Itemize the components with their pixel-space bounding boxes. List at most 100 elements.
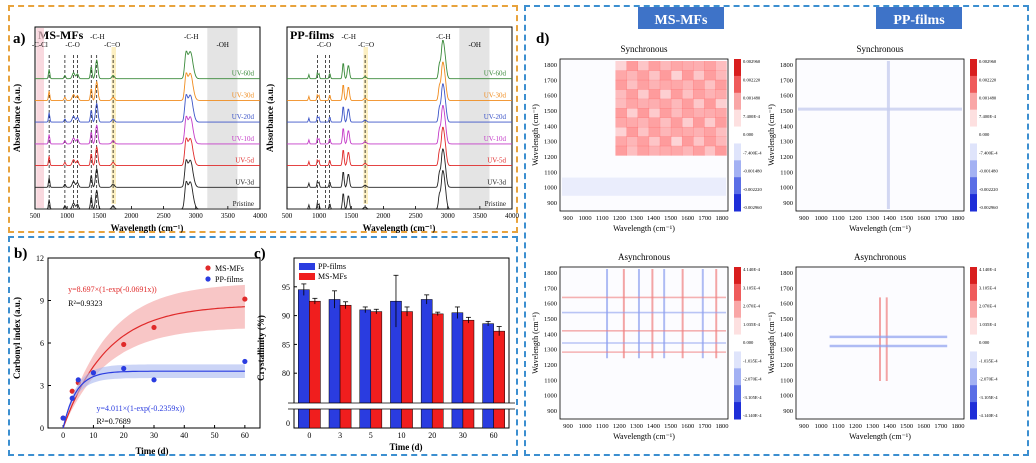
map-cell bbox=[704, 117, 716, 128]
band-label-2: -C=O bbox=[358, 41, 374, 49]
colorbar-label: 7.400E-4 bbox=[979, 114, 997, 119]
x-tick-label-6: 3500 bbox=[473, 212, 488, 220]
map-xlabel: Wavelength (cm⁻¹) bbox=[613, 432, 675, 441]
legend-label-1: PP-films bbox=[215, 275, 243, 284]
colorbar-segment bbox=[970, 317, 977, 336]
y-tick-label: 1600 bbox=[780, 93, 793, 100]
colorbar-segment bbox=[734, 177, 741, 195]
y-tick-label-2: 6 bbox=[40, 339, 44, 348]
spectrum-label-0: UV-60d bbox=[232, 70, 255, 78]
x-tick-label-6: 3500 bbox=[221, 212, 236, 220]
map-title: Asynchronous bbox=[618, 252, 670, 262]
x-tick-label: 1500 bbox=[664, 215, 677, 222]
map-cell bbox=[615, 98, 627, 109]
x-tick-label-2: 5 bbox=[369, 431, 373, 440]
panel-c-label: c) bbox=[254, 246, 266, 262]
x-tick-label: 900 bbox=[799, 423, 809, 430]
x-tick-label-5: 3000 bbox=[189, 212, 204, 220]
map-xlabel: Wavelength (cm⁻¹) bbox=[849, 432, 911, 441]
map-cell bbox=[648, 145, 661, 156]
map-cell bbox=[704, 126, 716, 137]
colorbar-segment bbox=[970, 334, 977, 352]
map-cell bbox=[659, 61, 672, 71]
spectrum-label-4: UV-5d bbox=[235, 157, 254, 165]
data-point-0-1 bbox=[69, 388, 75, 394]
map-cell bbox=[681, 108, 694, 118]
map-cell bbox=[693, 145, 705, 156]
map-cell bbox=[648, 126, 661, 137]
carbonyl-band-shade bbox=[111, 47, 116, 204]
map-cell bbox=[693, 98, 705, 109]
x-tick-label: 1800 bbox=[716, 423, 729, 430]
map-cell bbox=[681, 117, 694, 128]
y-tick-label-4: 12 bbox=[36, 254, 44, 263]
x-tick-label: 1100 bbox=[596, 215, 609, 222]
x-tick-label: 1700 bbox=[934, 423, 947, 430]
map-xlabel: Wavelength (cm⁻¹) bbox=[849, 224, 911, 233]
y-tick-label: 900 bbox=[547, 200, 557, 207]
colorbar-segment bbox=[970, 92, 977, 111]
y-tick-label: 1800 bbox=[544, 270, 557, 277]
x-tick-label-3: 2000 bbox=[376, 212, 391, 220]
equation-pp-films: y=4.011×(1-exp(-0.2359x)) bbox=[96, 404, 185, 413]
y-tick-label: 1700 bbox=[780, 77, 793, 84]
map-title: Asynchronous bbox=[854, 252, 906, 262]
map-cell bbox=[626, 98, 639, 109]
colorbar-segment bbox=[734, 75, 741, 94]
spectrum-line-5 bbox=[287, 148, 512, 188]
map-cell bbox=[715, 108, 727, 118]
x-tick-label: 1200 bbox=[849, 423, 862, 430]
map-cell bbox=[670, 108, 683, 118]
y-tick-label: 1000 bbox=[780, 393, 793, 400]
colorbar-label: 0.002960 bbox=[743, 59, 761, 64]
x-tick-label-2: 1500 bbox=[344, 212, 359, 220]
y-tick-label: 1100 bbox=[544, 169, 557, 176]
spectrum-label-1: UV-30d bbox=[232, 91, 255, 99]
colorbar-segment bbox=[970, 59, 977, 77]
x-tick-label: 1000 bbox=[579, 215, 592, 222]
map-cell bbox=[648, 89, 661, 100]
colorbar-label: 0.001480 bbox=[979, 96, 997, 101]
map-cell bbox=[704, 145, 716, 156]
r2-pp-films: R²=0.7689 bbox=[96, 417, 130, 426]
panel-a-frame bbox=[8, 5, 518, 233]
legend-marker-1 bbox=[205, 276, 211, 282]
colorbar-label: -0.001480 bbox=[979, 169, 998, 174]
x-tick-label-7: 4000 bbox=[253, 212, 268, 220]
spectrum-label-3: UV-10d bbox=[484, 135, 507, 143]
x-tick-label-7: 4000 bbox=[505, 212, 520, 220]
panel-b-ylabel: Carbonyl index (a.u.) bbox=[12, 297, 22, 379]
colorbar-label: 1.035E-4 bbox=[743, 322, 761, 327]
y-tick-label: 1600 bbox=[544, 93, 557, 100]
bar-1-2 bbox=[370, 311, 383, 429]
colorbar-label: -4.140E-4 bbox=[979, 413, 998, 418]
colorbar-segment bbox=[734, 160, 741, 178]
x-tick-label-4: 40 bbox=[180, 431, 188, 440]
y-tick-label: 1800 bbox=[780, 270, 793, 277]
colorbar-segment bbox=[970, 160, 977, 178]
map-cell bbox=[659, 98, 672, 109]
x-tick-label: 1000 bbox=[815, 215, 828, 222]
colorbar-segment bbox=[970, 109, 977, 128]
colorbar-segment bbox=[970, 283, 977, 302]
data-point-1-3 bbox=[90, 370, 97, 376]
map-cell bbox=[637, 70, 650, 81]
data-point-0-4 bbox=[121, 341, 127, 348]
panel-bc-frame bbox=[8, 236, 518, 456]
x-tick-label: 1600 bbox=[917, 215, 930, 222]
x-tick-label: 900 bbox=[563, 215, 573, 222]
colorbar-label: 3.105E-4 bbox=[979, 285, 997, 290]
x-tick-label: 1200 bbox=[613, 215, 626, 222]
colorbar-label: 0.002960 bbox=[979, 59, 997, 64]
map-pp-sync: Synchronous 900 900 1000 1000 1100 1100 1200 120… bbox=[767, 44, 998, 233]
panel-d-header-pp-films: PP-films bbox=[893, 13, 945, 28]
y-tick-label: 1700 bbox=[544, 77, 557, 84]
map-cell bbox=[681, 70, 694, 81]
map-cell bbox=[693, 108, 705, 118]
x-tick-label: 1300 bbox=[866, 215, 879, 222]
spectrum-line-1 bbox=[35, 72, 260, 101]
y-tick-label: 1000 bbox=[544, 393, 557, 400]
bar-1-4 bbox=[431, 313, 444, 429]
panel-d-2dcos-maps: d) MS-MFs PP-films Synchronous 900 900 1000… bbox=[531, 7, 998, 441]
colorbar-label: 7.400E-4 bbox=[743, 114, 761, 119]
